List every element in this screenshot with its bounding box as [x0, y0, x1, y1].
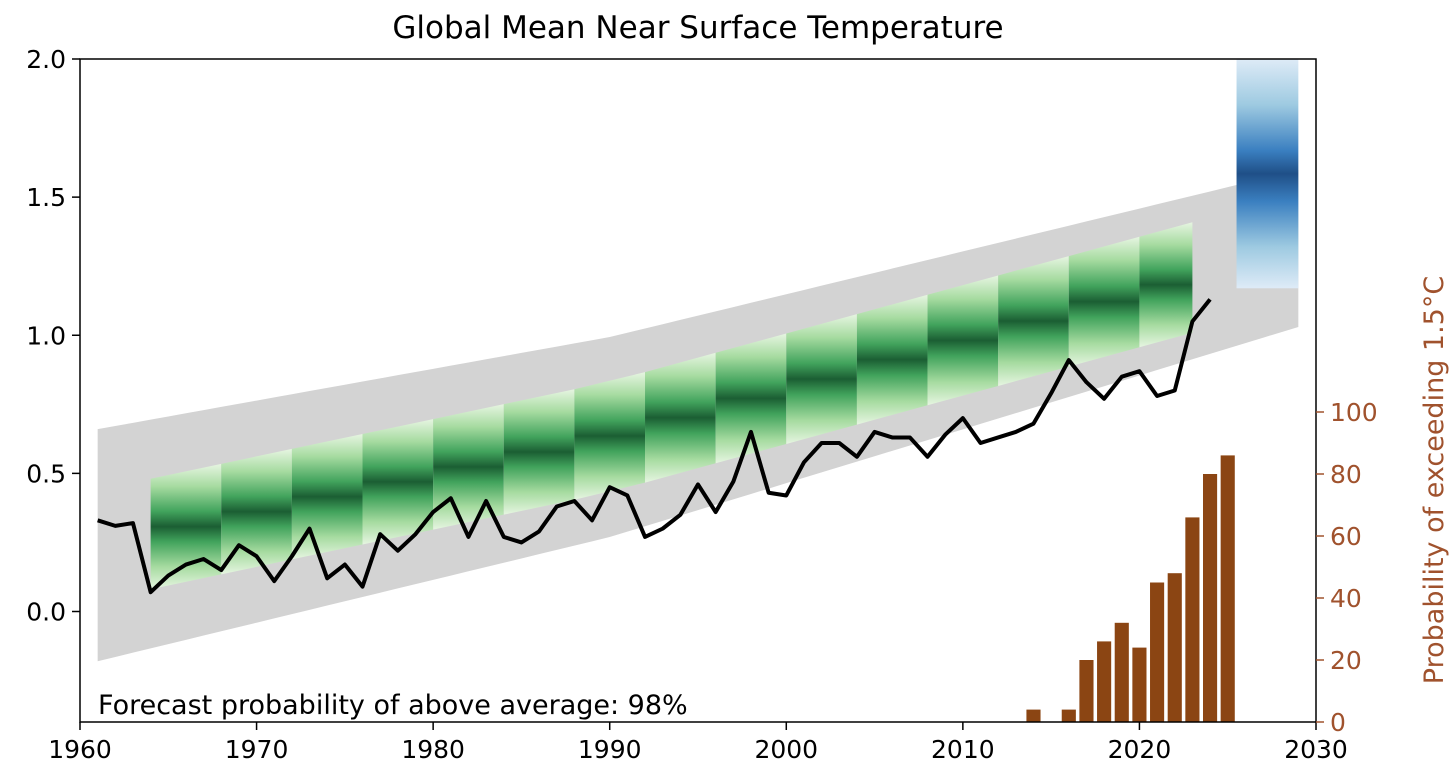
- plot-frame: [79, 58, 1317, 723]
- x-tick-label: 1970: [225, 735, 289, 764]
- hindcast-band: [574, 372, 646, 500]
- hindcast-band: [715, 333, 787, 464]
- hindcast-band: [1068, 236, 1140, 367]
- hindcast-band: [998, 256, 1069, 386]
- probability-bar: [1220, 455, 1235, 722]
- hindcast-bands: [150, 222, 1193, 590]
- hindcast-band: [1139, 222, 1193, 348]
- observed-temperature-line: [97, 298, 1212, 595]
- probability-bar: [1079, 660, 1094, 722]
- right-tick-label: 100: [1330, 398, 1378, 427]
- x-tick-label: 2010: [931, 735, 995, 764]
- x-tick-label: 2000: [754, 735, 818, 764]
- y-tick-label: 0.5: [26, 459, 66, 488]
- y-tick-label: 1.0: [26, 321, 66, 350]
- x-tick-label: 1990: [578, 735, 642, 764]
- right-tick-label: 0: [1330, 708, 1346, 737]
- hindcast-band: [927, 275, 999, 406]
- right-tick-label: 20: [1330, 646, 1362, 675]
- probability-bar: [1202, 474, 1218, 722]
- probability-bar: [1185, 517, 1200, 722]
- hindcast-band: [433, 404, 504, 530]
- hindcast-band: [645, 352, 716, 483]
- right-tick-label: 80: [1330, 460, 1362, 489]
- hindcast-band: [856, 294, 928, 425]
- hindcast-band: [503, 389, 575, 515]
- x-tick-label: 2020: [1108, 735, 1172, 764]
- right-axis-label: Probability of exceeding 1.5°C: [1419, 276, 1450, 684]
- right-tick-label: 60: [1330, 522, 1362, 551]
- hindcast-band: [150, 463, 222, 590]
- probability-bar: [1167, 573, 1182, 722]
- forecast-annotation: Forecast probability of above average: 9…: [98, 690, 688, 721]
- probability-bar: [1150, 582, 1165, 722]
- probability-bars: [1026, 455, 1235, 722]
- y-axis-right-probability: 0 20 40 60 80 100: [1316, 398, 1378, 737]
- hindcast-band: [221, 448, 292, 575]
- probability-bar: [1061, 709, 1076, 722]
- forecast-band: [1236, 59, 1299, 289]
- probability-bar: [1114, 622, 1129, 722]
- x-tick-label: 1960: [48, 735, 112, 764]
- y-tick-label: 1.5: [26, 183, 66, 212]
- probability-bar: [1026, 709, 1041, 722]
- x-tick-label: 1980: [401, 735, 465, 764]
- x-tick-label: 2030: [1284, 735, 1348, 764]
- hindcast-band: [786, 314, 857, 444]
- probability-bar: [1132, 647, 1147, 722]
- hindcast-band: [362, 419, 434, 545]
- x-axis: 1960 1970 1980 1990 2000 2010 2020 2030: [48, 722, 1348, 764]
- y-axis-left: 0.0 0.5 1.0 1.5 2.0: [26, 45, 80, 627]
- plot-area: [97, 59, 1299, 722]
- y-tick-label: 0.0: [26, 598, 66, 627]
- y-tick-label: 2.0: [26, 45, 66, 74]
- probability-bar: [1097, 641, 1112, 722]
- right-tick-label: 40: [1330, 584, 1362, 613]
- chart-title: Global Mean Near Surface Temperature: [392, 10, 1003, 46]
